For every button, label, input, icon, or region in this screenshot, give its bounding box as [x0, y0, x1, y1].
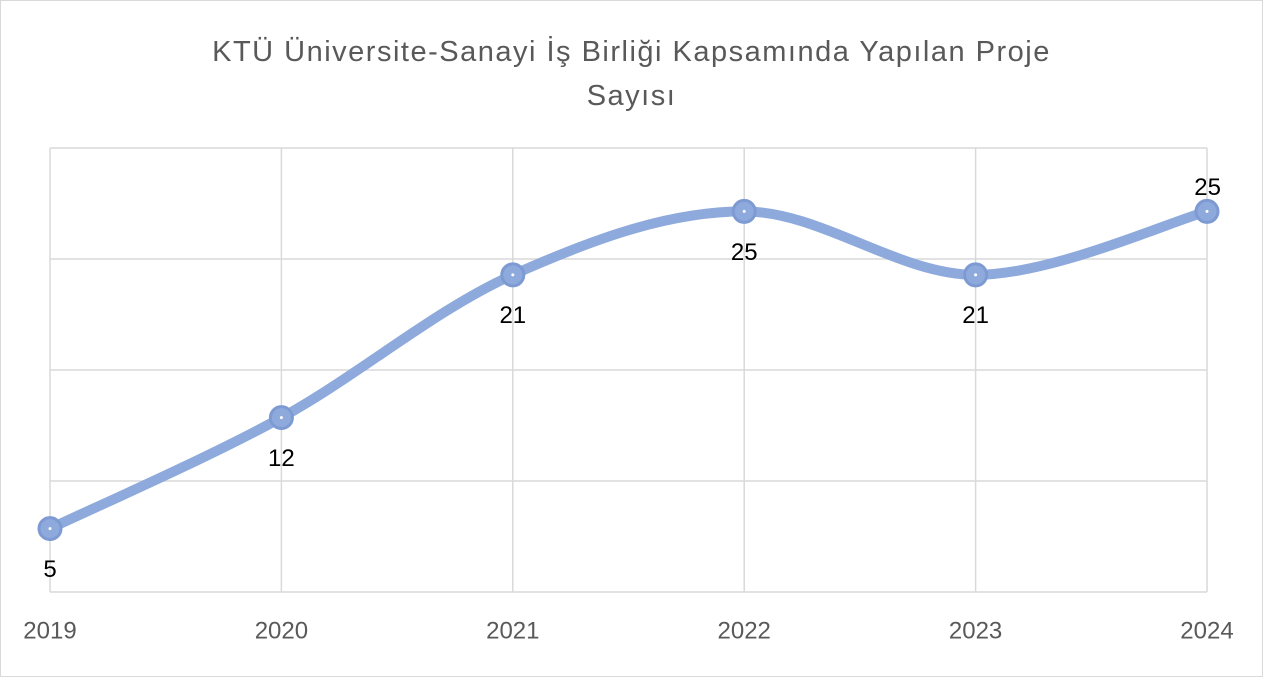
marker-center — [974, 273, 978, 277]
x-tick-label: 2021 — [486, 617, 539, 644]
marker-center — [279, 416, 283, 420]
data-label: 12 — [268, 445, 295, 472]
marker-center — [1205, 209, 1209, 213]
data-label: 5 — [43, 556, 56, 583]
data-label: 25 — [731, 239, 758, 266]
x-tick-label: 2019 — [23, 617, 76, 644]
x-tick-label: 2020 — [255, 617, 308, 644]
data-label: 21 — [499, 302, 526, 329]
data-label: 25 — [1194, 174, 1221, 201]
x-tick-label: 2023 — [949, 617, 1002, 644]
data-label: 21 — [962, 302, 989, 329]
marker-center — [511, 273, 515, 277]
line — [45, 206, 1212, 534]
marker-center — [48, 527, 52, 531]
x-tick-label: 2024 — [1180, 617, 1233, 644]
x-tick-label: 2022 — [718, 617, 771, 644]
chart-title: KTÜ Üniversite-Sanayi İş Birliği Kapsamı… — [212, 36, 1051, 112]
marker-center — [742, 209, 746, 213]
